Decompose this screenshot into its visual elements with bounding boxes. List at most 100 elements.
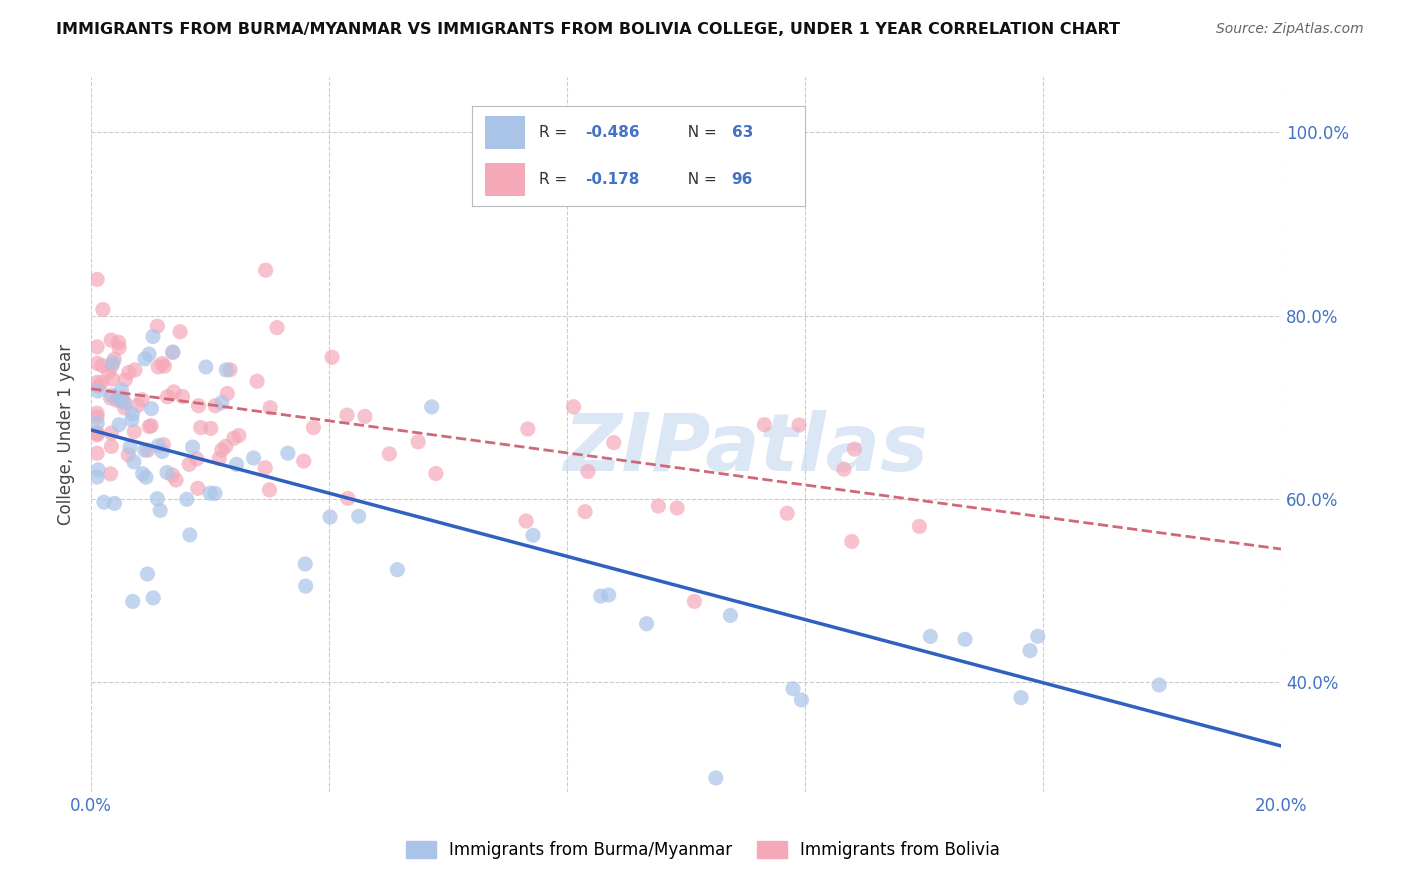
Point: [598, 588, 620, 602]
Point: [908, 519, 931, 533]
Point: [100, 439, 122, 453]
Point: [103, 352, 125, 367]
Point: [100, 426, 122, 441]
Point: [953, 632, 976, 647]
Point: [254, 460, 277, 475]
Point: [204, 486, 226, 500]
Point: [108, 341, 131, 355]
Point: [162, 345, 184, 359]
Point: [754, 417, 776, 432]
Point: [841, 534, 863, 549]
Point: [91, 302, 114, 317]
Point: [172, 390, 194, 404]
Point: [576, 464, 599, 478]
Point: [204, 399, 226, 413]
Point: [108, 417, 131, 432]
Point: [103, 496, 125, 510]
Point: [141, 401, 163, 416]
Point: [121, 407, 143, 421]
Point: [134, 443, 156, 458]
Point: [138, 419, 160, 434]
Point: [148, 439, 170, 453]
Point: [152, 437, 174, 451]
Point: [187, 481, 209, 495]
Point: [920, 629, 942, 643]
Point: [200, 421, 222, 435]
Point: [86, 376, 108, 390]
Point: [516, 422, 538, 436]
Point: [146, 491, 169, 506]
Point: [91, 359, 114, 373]
Point: [87, 384, 110, 398]
Point: [176, 492, 198, 507]
Point: [336, 491, 359, 506]
Point: [242, 450, 264, 465]
Point: [131, 467, 153, 481]
Point: [86, 410, 108, 425]
Point: [720, 608, 742, 623]
Point: [790, 693, 813, 707]
Point: [134, 351, 156, 366]
Legend: Immigrants from Burma/Myanmar, Immigrants from Bolivia: Immigrants from Burma/Myanmar, Immigrant…: [399, 834, 1007, 866]
Point: [336, 408, 359, 422]
Point: [165, 473, 187, 487]
Point: [683, 594, 706, 608]
Point: [100, 391, 122, 405]
Point: [111, 390, 134, 404]
Point: [222, 431, 245, 445]
Point: [162, 467, 184, 482]
Point: [254, 263, 277, 277]
Point: [86, 426, 108, 441]
Point: [215, 439, 238, 453]
Point: [86, 406, 108, 420]
Point: [319, 510, 342, 524]
Point: [97, 365, 120, 379]
Point: [347, 509, 370, 524]
Point: [574, 505, 596, 519]
Point: [190, 420, 212, 434]
Point: [110, 383, 132, 397]
Point: [1026, 629, 1049, 643]
Point: [114, 396, 136, 410]
Point: [321, 351, 343, 365]
Point: [562, 400, 585, 414]
Point: [156, 466, 179, 480]
Point: [117, 448, 139, 462]
Point: [86, 272, 108, 286]
Point: [121, 413, 143, 427]
Point: [87, 379, 110, 393]
Point: [228, 428, 250, 442]
Point: [215, 363, 238, 377]
Point: [266, 320, 288, 334]
Point: [100, 467, 122, 481]
Point: [136, 567, 159, 582]
Point: [86, 425, 108, 440]
Point: [1010, 690, 1032, 705]
Point: [163, 384, 186, 399]
Point: [387, 563, 409, 577]
Point: [127, 399, 149, 413]
Point: [156, 390, 179, 404]
Point: [787, 417, 810, 432]
Point: [294, 557, 316, 571]
Point: [354, 409, 377, 424]
Point: [138, 347, 160, 361]
Point: [179, 528, 201, 542]
Point: [294, 579, 316, 593]
Point: [114, 373, 136, 387]
Point: [211, 395, 233, 409]
Point: [105, 393, 128, 408]
Point: [114, 401, 136, 415]
Point: [100, 388, 122, 402]
Point: [86, 340, 108, 354]
Point: [217, 386, 239, 401]
Point: [378, 447, 401, 461]
Point: [211, 442, 233, 457]
Point: [406, 434, 429, 449]
Point: [86, 356, 108, 370]
Point: [522, 528, 544, 542]
Point: [107, 335, 129, 350]
Point: [259, 401, 281, 415]
Point: [636, 616, 658, 631]
Point: [149, 503, 172, 517]
